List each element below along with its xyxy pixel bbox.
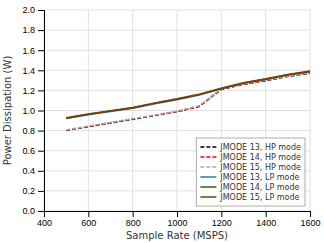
y-tick: 0.0 [22, 206, 44, 216]
y-tick-mark [38, 50, 44, 51]
y-tick-mark [38, 90, 44, 91]
y-tick-label: 0.8 [22, 126, 35, 136]
legend-label: JMODE 15, HP mode [219, 163, 301, 172]
series-line [66, 71, 310, 118]
y-tick: 1.8 [22, 25, 44, 35]
y-tick: 1.4 [22, 66, 44, 76]
x-tick-mark [310, 211, 311, 217]
y-tick: 0.6 [22, 146, 44, 156]
series-line [66, 73, 310, 130]
legend: JMODE 13, HP modeJMODE 14, HP modeJMODE … [196, 138, 305, 206]
legend-frame [196, 138, 305, 206]
grid-line-y [44, 70, 310, 71]
legend-label: JMODE 14, HP mode [219, 153, 301, 162]
y-tick: 0.2 [22, 186, 44, 196]
plot: 400 600 800 1000 1200 1400 1600 0.0 0.2 0.4 0.6 0.8… [22, 5, 320, 228]
x-axis-title: Sample Rate (MSPS) [126, 230, 228, 241]
series-line [66, 73, 310, 130]
y-tick-label: 2.0 [22, 5, 35, 15]
y-tick-mark [38, 211, 44, 212]
x-tick-label: 1000 [167, 218, 187, 228]
x-tick-mark [88, 211, 89, 217]
x-tick: 600 [81, 211, 96, 228]
x-tick-label: 400 [37, 218, 52, 228]
y-tick-label: 1.2 [22, 86, 35, 96]
legend-swatch [200, 166, 216, 168]
legend-swatch [200, 156, 216, 158]
legend-label: JMODE 13, LP mode [219, 173, 299, 182]
x-tick: 1400 [256, 211, 276, 228]
lines [66, 71, 310, 130]
y-tick: 0.8 [22, 126, 44, 136]
y-tick-label: 0.2 [22, 186, 35, 196]
y-tick-label: 1.4 [22, 66, 35, 76]
y-tick-mark [38, 70, 44, 71]
x-tick-label: 1600 [300, 218, 320, 228]
x-tick-label: 600 [81, 218, 96, 228]
y-tick-mark [38, 151, 44, 152]
grid-line-y [44, 110, 310, 111]
legend-swatch [200, 146, 216, 148]
grid-line-y [44, 10, 310, 11]
y-tick-label: 1.0 [22, 106, 35, 116]
x-tick: 400 [37, 211, 52, 228]
x-tick-mark [266, 211, 267, 217]
y-tick-mark [38, 131, 44, 132]
series-line [66, 72, 310, 119]
y-tick-label: 0.4 [22, 166, 35, 176]
y-tick: 1.6 [22, 46, 44, 56]
x-tick: 1000 [167, 211, 187, 228]
y-axis: 0.0 0.2 0.4 0.6 0.8 1.0 1.2 1.4 1.6 1.8 2.0 [22, 5, 44, 216]
grid-line-y [44, 30, 310, 31]
x-tick-mark [221, 211, 222, 217]
legend-label: JMODE 15, LP mode [219, 193, 299, 202]
x-tick-label: 1200 [212, 218, 232, 228]
y-tick-mark [38, 30, 44, 31]
grid-line-y [44, 50, 310, 51]
x-tick-mark [133, 211, 134, 217]
y-tick-mark [38, 191, 44, 192]
y-tick-label: 0.0 [22, 206, 35, 216]
series-line [66, 72, 310, 119]
series-line [66, 73, 310, 130]
y-tick-label: 1.6 [22, 46, 35, 56]
x-tick: 800 [126, 211, 141, 228]
chart: 400 600 800 1000 1200 1400 1600 0.0 0.2 0.4 0.6 0.8… [0, 0, 324, 243]
y-tick: 1.2 [22, 86, 44, 96]
grid [44, 10, 310, 211]
legend-swatch [200, 186, 216, 188]
y-tick-label: 1.8 [22, 25, 35, 35]
y-tick-mark [38, 111, 44, 112]
y-tick: 2.0 [22, 5, 44, 15]
legend-swatch [200, 176, 216, 178]
y-tick-mark [38, 171, 44, 172]
legend-label: JMODE 13, HP mode [219, 143, 301, 152]
legend-label: JMODE 14, LP mode [219, 183, 299, 192]
x-tick-label: 800 [126, 218, 141, 228]
y-tick: 1.0 [22, 106, 44, 116]
y-axis-title: Power Dissipation (W) [2, 56, 13, 166]
x-axis-line [45, 212, 311, 218]
grid-line-y [44, 130, 310, 131]
x-tick-label: 1400 [256, 218, 276, 228]
y-tick: 0.4 [22, 166, 44, 176]
y-axis-line [38, 11, 45, 212]
y-tick-mark [38, 10, 44, 11]
legend-swatch [200, 196, 216, 198]
y-tick-label: 0.6 [22, 146, 35, 156]
x-tick: 1200 [212, 211, 232, 228]
x-tick: 1600 [300, 211, 320, 228]
grid-line-y [44, 90, 310, 91]
x-axis: 400 600 800 1000 1200 1400 1600 [37, 211, 321, 228]
x-tick-mark [177, 211, 178, 217]
